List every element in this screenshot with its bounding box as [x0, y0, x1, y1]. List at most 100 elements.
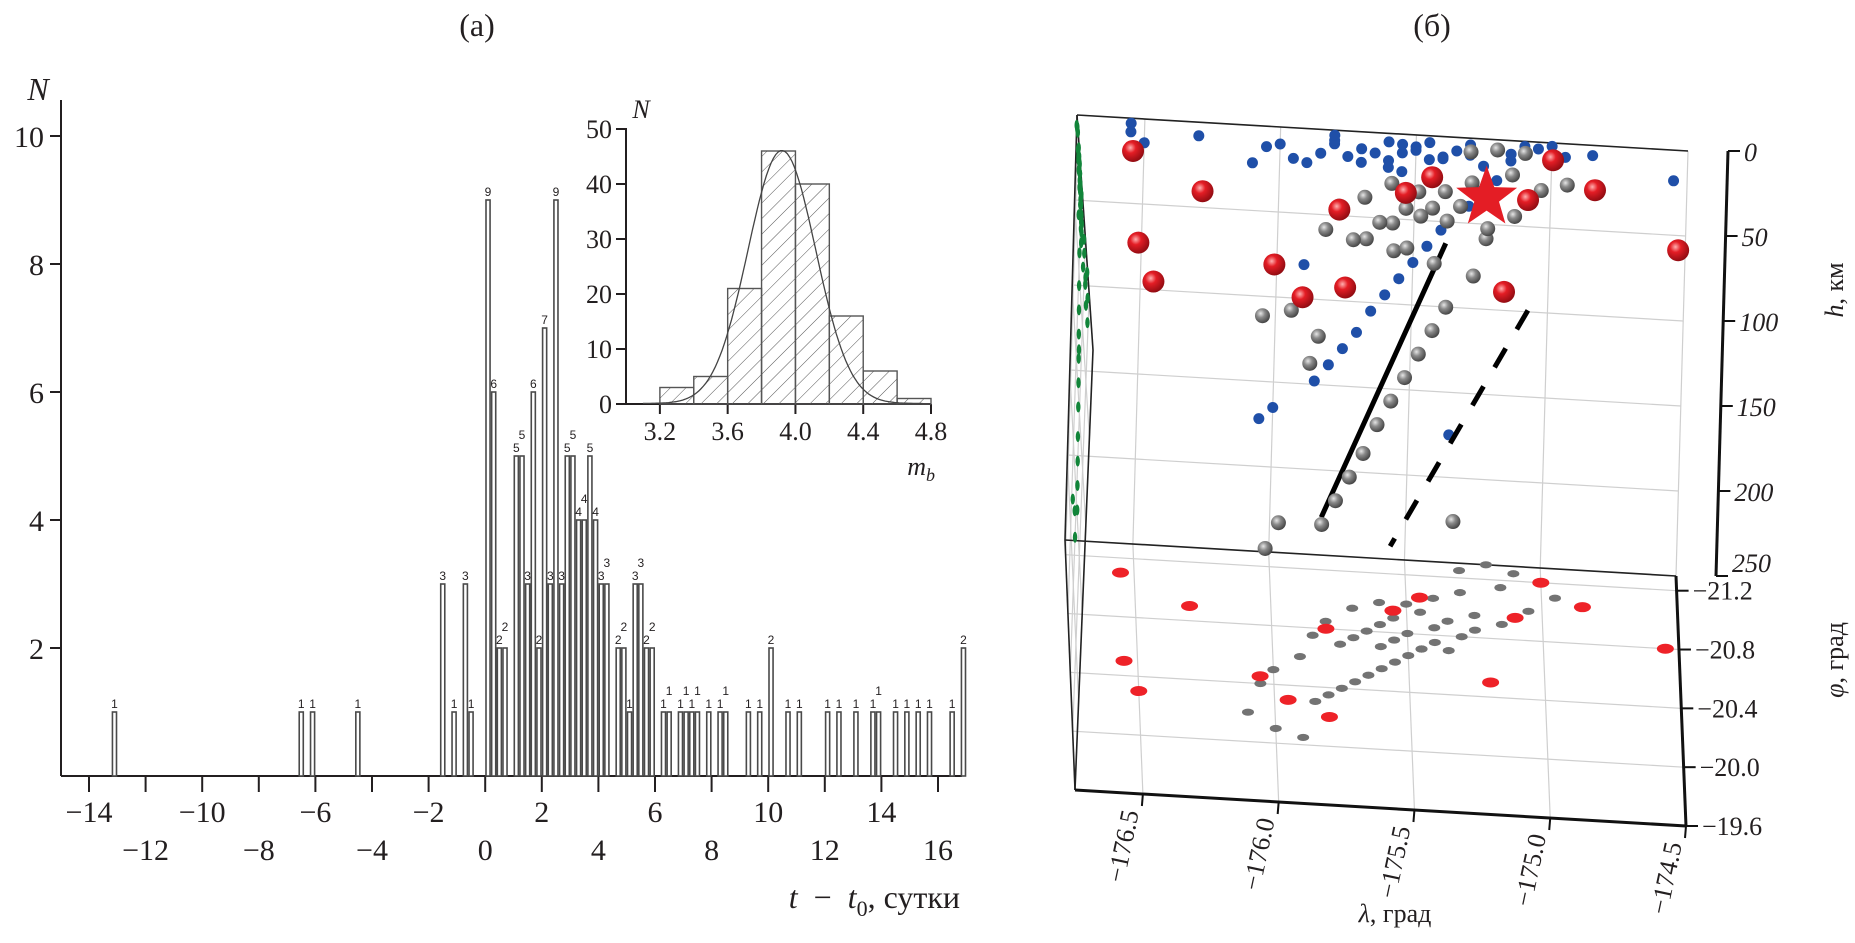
- floor-projection-point: [1415, 645, 1428, 653]
- floor-projection-point: [1322, 691, 1335, 699]
- inset-bar: [794, 183, 831, 405]
- bars: 1 1 1 1313196225536273935544543322133221111…: [111, 185, 967, 777]
- x-label-sub: 0: [857, 896, 868, 921]
- histogram-bar: [960, 647, 967, 777]
- back-wall-projection-point: [1267, 402, 1279, 413]
- slab-solid-line: [1318, 242, 1449, 519]
- histogram-bar: [824, 711, 831, 777]
- back-wall-projection-point: [1329, 129, 1341, 141]
- bar-count-label: 3: [462, 569, 469, 583]
- lat-axis-label: φ, град: [1820, 622, 1849, 698]
- inset-x-label-sub: b: [926, 465, 935, 485]
- left-wall-projection-point: [1084, 266, 1090, 278]
- bar-count-label: 1: [660, 697, 667, 711]
- large-event-sphere: [1493, 280, 1516, 303]
- bar-count-label: 5: [564, 441, 571, 455]
- back-wall-projection-point: [1261, 141, 1273, 153]
- aftershock-sphere: [1399, 240, 1415, 256]
- histogram-bar: [587, 455, 593, 777]
- floor-projection-point: [1494, 584, 1507, 592]
- left-wall-projection-point: [1079, 188, 1084, 200]
- lon-axis-label: λ, град: [1358, 899, 1432, 928]
- aftershock-sphere: [1533, 183, 1549, 199]
- bar-count-label: 2: [615, 633, 622, 647]
- bar-count-label: 5: [519, 428, 526, 442]
- left-wall-projection-point: [1077, 168, 1083, 180]
- histogram-bar: [490, 391, 497, 777]
- aftershock-sphere: [1314, 516, 1330, 532]
- floor-projection-large-event: [1317, 623, 1335, 634]
- histogram-bar: [547, 583, 554, 777]
- x-label-t: t: [789, 879, 799, 915]
- histogram-bar: [688, 711, 695, 777]
- aftershock-sphere: [1327, 493, 1343, 509]
- bar-count-label: 3: [604, 556, 611, 570]
- aftershock-sphere: [1559, 177, 1575, 193]
- left-wall-projection-point: [1076, 344, 1082, 356]
- aftershock-sphere: [1310, 328, 1326, 344]
- aftershock-sphere: [1358, 231, 1374, 247]
- left-wall-projection-point: [1076, 154, 1082, 166]
- bar-count-label: 3: [638, 556, 645, 570]
- back-wall-projection-point: [1315, 147, 1327, 159]
- aftershock-sphere: [1504, 167, 1520, 183]
- histogram-bar: [694, 711, 701, 777]
- inset-y-tick-label: 20: [586, 280, 612, 309]
- x-tick-label: −12: [122, 834, 169, 867]
- aftershock-sphere: [1283, 302, 1299, 318]
- bar-count-label: 1: [677, 697, 684, 711]
- aftershock-sphere: [1413, 208, 1429, 224]
- bar-count-label: 2: [768, 633, 775, 647]
- bar-count-label: 2: [649, 620, 656, 634]
- back-wall-projection-point: [1355, 156, 1367, 168]
- floor-projection-point: [1453, 566, 1466, 575]
- bar-count-label: 7: [541, 313, 548, 327]
- depth-tick-label: 50: [1742, 223, 1768, 252]
- histogram-bar: [904, 711, 910, 777]
- histogram-bar: [677, 711, 684, 777]
- x-tick-label: 12: [810, 834, 840, 867]
- lon-tick-label: −176.0: [1237, 815, 1281, 893]
- y-tick-label: 8: [29, 249, 44, 282]
- histogram-bar: [705, 711, 712, 777]
- floor-projection-point: [1373, 620, 1386, 629]
- aftershock-sphere: [1507, 208, 1523, 224]
- x-tick-label: 2: [534, 796, 549, 829]
- histogram-bar: [638, 583, 644, 777]
- left-wall-projection-point: [1078, 209, 1083, 221]
- box-edge: [1076, 114, 1689, 152]
- floor-projection-point: [1453, 589, 1466, 597]
- histogram-bar: [615, 647, 622, 777]
- histogram-bar: [683, 711, 689, 777]
- depth-tick-label: 0: [1744, 138, 1757, 167]
- bar-count-label: 4: [581, 492, 588, 506]
- aftershock-sphere: [1355, 445, 1371, 461]
- aftershock-sphere: [1270, 515, 1286, 531]
- lon-tick-label: −174.5: [1644, 839, 1688, 917]
- floor-projection-large-event: [1251, 671, 1269, 682]
- back-wall-projection-point: [1246, 157, 1258, 169]
- left-wall-projection-point: [1078, 199, 1083, 211]
- aftershock-sphere: [1397, 370, 1413, 386]
- box-edge: [1064, 539, 1677, 577]
- floor-projection-large-event: [1279, 694, 1297, 705]
- lat-tick-label: −20.4: [1697, 694, 1757, 723]
- left-wall-projection-point: [1076, 377, 1081, 389]
- hypocenter-3d-plot: −176.5 −176.0 −175.5 −175.0 −174.5 −21.2 −20.8…: [1064, 114, 1849, 928]
- bar-count-label: 1: [892, 697, 899, 711]
- aftershock-sphere: [1465, 268, 1481, 284]
- panel-b-title: (б): [1413, 7, 1451, 43]
- bar-count-label: 1: [683, 684, 690, 698]
- bar-count-label: 3: [547, 569, 554, 583]
- back-wall-projection-point: [1546, 140, 1558, 152]
- floor-projection-large-event: [1384, 605, 1402, 616]
- floor-projection-point: [1479, 561, 1492, 569]
- aftershock-sphere: [1345, 232, 1361, 248]
- large-event-sphere: [1542, 149, 1565, 172]
- grid-line: [1074, 199, 1090, 439]
- aftershock-sphere: [1254, 308, 1270, 324]
- aftershock-sphere: [1438, 299, 1454, 315]
- floor-projection-point: [1346, 604, 1359, 612]
- histogram-bar: [564, 455, 571, 777]
- lon-unit: , град: [1370, 899, 1431, 928]
